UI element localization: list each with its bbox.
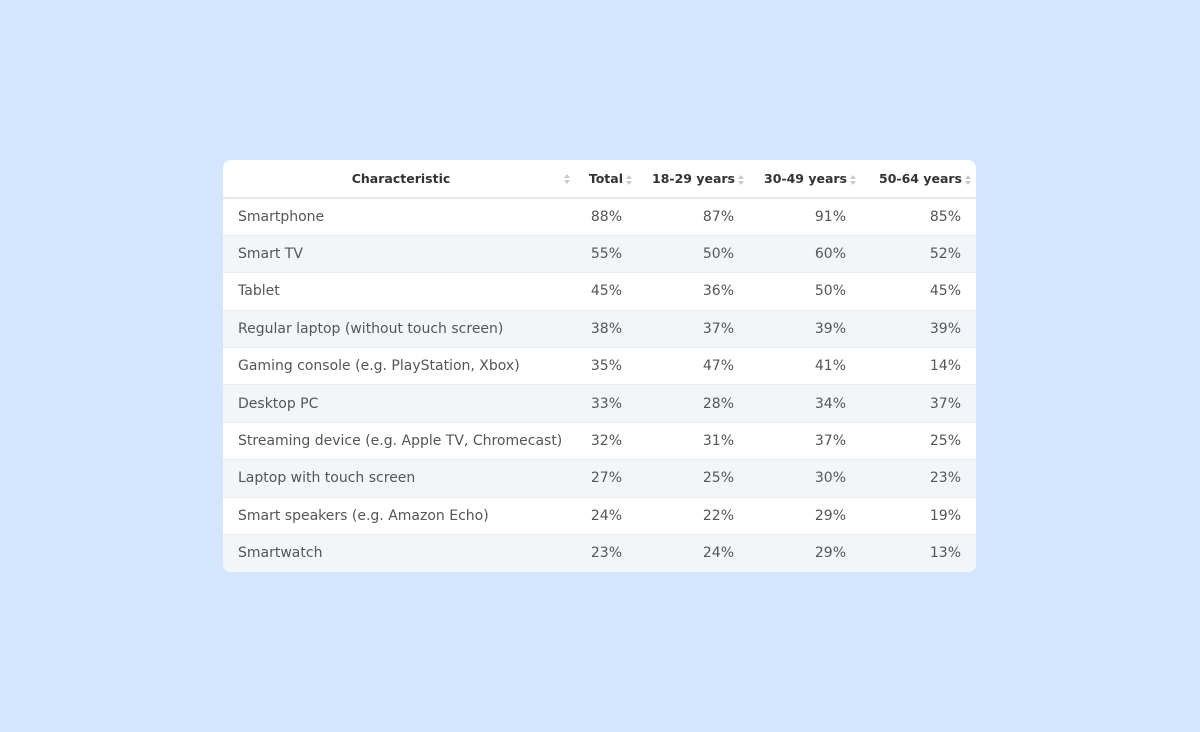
data-table-card: Characteristic Total 18-29 years 30-49 y… <box>223 160 976 572</box>
row-label: Tablet <box>223 272 579 311</box>
table-row: Laptop with touch screen 27% 25% 30% 23% <box>223 459 976 498</box>
column-header-label: 30-49 years <box>764 171 847 186</box>
cell-50-64: 23% <box>861 459 976 498</box>
table-row: Regular laptop (without touch screen) 38… <box>223 310 976 349</box>
cell-50-64: 52% <box>861 235 976 274</box>
column-header-18-29-years[interactable]: 18-29 years <box>637 160 749 199</box>
cell-30-49: 29% <box>814 545 846 562</box>
cell-30-49: 29% <box>749 497 861 536</box>
sort-icon[interactable] <box>964 174 972 186</box>
row-label: Desktop PC <box>223 384 579 423</box>
cell-18-29: 36% <box>637 272 749 311</box>
cell-18-29: 50% <box>637 235 749 274</box>
row-label: Streaming device (e.g. Apple TV, Chromec… <box>223 422 579 461</box>
table-row: Tablet 45% 36% 50% 45% <box>223 272 976 311</box>
cell-total: 45% <box>579 272 637 311</box>
cell-total: 23% <box>590 545 622 562</box>
cell-30-49: 91% <box>749 198 861 236</box>
table-row: Streaming device (e.g. Apple TV, Chromec… <box>223 422 976 461</box>
row-label: Laptop with touch screen <box>223 459 579 498</box>
cell-18-29: 87% <box>637 198 749 236</box>
table-row: Smart TV 55% 50% 60% 52% <box>223 235 976 274</box>
cell-30-49: 34% <box>749 384 861 423</box>
column-header-label: Total <box>588 171 623 186</box>
column-header-total[interactable]: Total <box>579 160 637 199</box>
cell-30-49: 41% <box>749 347 861 386</box>
cell-30-49: 30% <box>749 459 861 498</box>
sort-icon[interactable] <box>563 173 571 185</box>
table-row: Smart speakers (e.g. Amazon Echo) 24% 22… <box>223 497 976 536</box>
cell-30-49: 60% <box>749 235 861 274</box>
cell-50-64: 13% <box>929 545 961 562</box>
header-row: Characteristic Total 18-29 years 30-49 y… <box>223 160 976 199</box>
sort-icon[interactable] <box>849 174 857 186</box>
cell-total: 55% <box>579 235 637 274</box>
cell-18-29: 22% <box>637 497 749 536</box>
cell-18-29: 28% <box>637 384 749 423</box>
table-row: Gaming console (e.g. PlayStation, Xbox) … <box>223 347 976 386</box>
cell-50-64: 45% <box>861 272 976 311</box>
cell-50-64: 25% <box>861 422 976 461</box>
sort-icon[interactable] <box>625 174 633 186</box>
row-label: Smart TV <box>223 235 579 274</box>
cell-50-64: 39% <box>861 310 976 349</box>
column-header-label: Characteristic <box>351 171 451 186</box>
column-header-50-64-years[interactable]: 50-64 years <box>861 160 976 199</box>
row-label: Smart speakers (e.g. Amazon Echo) <box>223 497 579 536</box>
cell-50-64: 37% <box>861 384 976 423</box>
row-label: Smartphone <box>223 198 579 236</box>
cell-total: 24% <box>579 497 637 536</box>
data-table: Characteristic Total 18-29 years 30-49 y… <box>223 160 976 572</box>
cell-30-49: 50% <box>749 272 861 311</box>
cell-18-29: 24% <box>702 545 734 562</box>
row-label: Regular laptop (without touch screen) <box>223 310 579 349</box>
row-label: Smartwatch <box>238 545 323 562</box>
column-header-30-49-years[interactable]: 30-49 years <box>749 160 861 199</box>
cell-50-64: 85% <box>861 198 976 236</box>
cell-total: 27% <box>579 459 637 498</box>
sort-icon[interactable] <box>737 174 745 186</box>
table-row: Smartphone 88% 87% 91% 85% <box>223 198 976 236</box>
cell-total: 38% <box>579 310 637 349</box>
row-label: Gaming console (e.g. PlayStation, Xbox) <box>223 347 579 386</box>
cell-18-29: 31% <box>637 422 749 461</box>
cell-total: 88% <box>579 198 637 236</box>
cell-18-29: 25% <box>637 459 749 498</box>
cell-total: 32% <box>579 422 637 461</box>
cell-50-64: 14% <box>861 347 976 386</box>
cell-18-29: 47% <box>637 347 749 386</box>
table-row: Desktop PC 33% 28% 34% 37% <box>223 384 976 423</box>
cell-total: 35% <box>579 347 637 386</box>
cell-18-29: 37% <box>637 310 749 349</box>
cell-total: 33% <box>579 384 637 423</box>
cell-30-49: 37% <box>749 422 861 461</box>
cell-30-49: 39% <box>749 310 861 349</box>
column-header-label: 50-64 years <box>879 171 962 186</box>
table-row: Smartwatch 23% 24% 29% 13% <box>223 534 976 572</box>
cell-50-64: 19% <box>861 497 976 536</box>
column-header-characteristic[interactable]: Characteristic <box>223 160 579 199</box>
column-header-label: 18-29 years <box>652 171 735 186</box>
